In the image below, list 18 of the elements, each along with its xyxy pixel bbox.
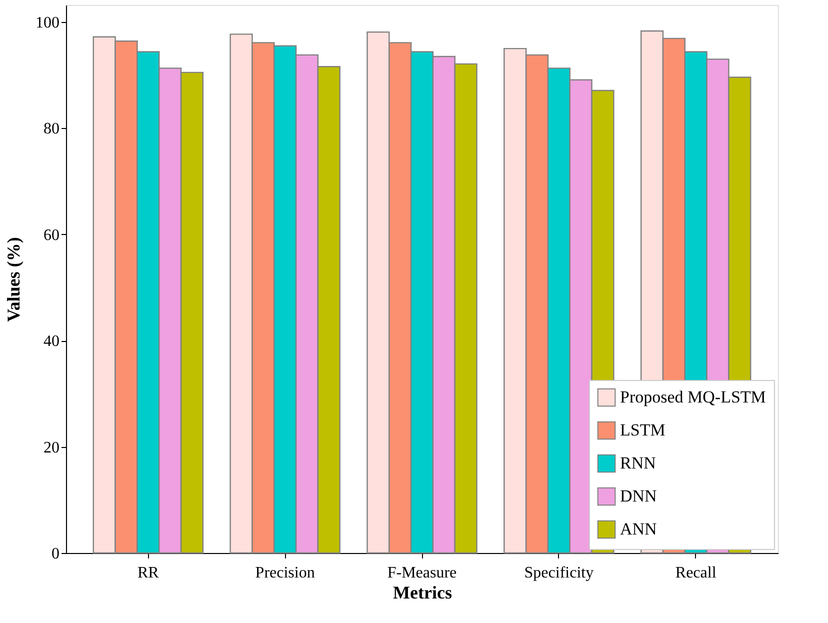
x-axis-title: Metrics <box>393 582 452 602</box>
legend-label: ANN <box>620 520 657 538</box>
y-tick-label: 40 <box>44 333 60 350</box>
x-tick-label: RR <box>137 564 160 582</box>
y-tick-label: 0 <box>52 546 60 562</box>
legend-label: LSTM <box>620 420 666 440</box>
y-tick-label: 20 <box>44 439 60 456</box>
x-tick-label: Recall <box>675 564 717 582</box>
legend-label: Proposed MQ-LSTM <box>620 388 766 406</box>
y-axis-title: Values (%) <box>4 237 24 322</box>
x-tick-label: Specificity <box>524 564 594 582</box>
legend-label: DNN <box>620 486 657 506</box>
y-tick-label: 100 <box>36 14 60 32</box>
x-tick-label: Precision <box>255 564 315 582</box>
legend-label: RNN <box>620 454 656 472</box>
x-tick-label: F-Measure <box>387 564 457 582</box>
y-tick-label: 80 <box>44 120 60 138</box>
y-tick-label: 60 <box>44 226 60 244</box>
